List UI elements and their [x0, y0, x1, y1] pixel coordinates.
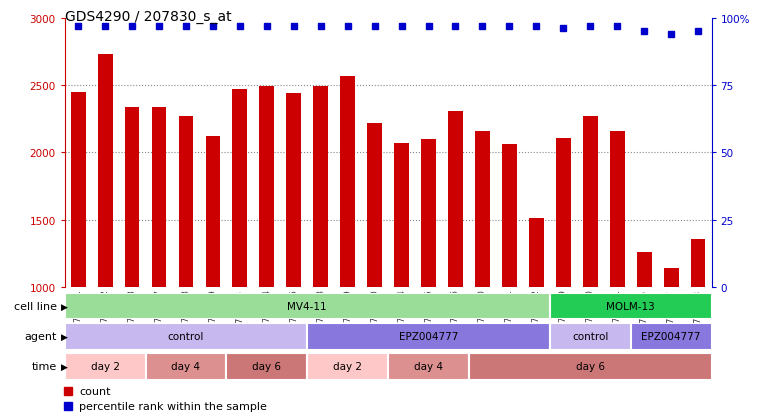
Text: MV4-11: MV4-11	[288, 301, 327, 311]
Bar	[502, 145, 517, 287]
Bar	[151, 107, 167, 287]
Text: control: control	[572, 331, 609, 342]
Bar	[637, 252, 651, 287]
Text: day 6: day 6	[576, 361, 605, 372]
Text: MOLM-13: MOLM-13	[607, 301, 655, 311]
Bar	[286, 94, 301, 287]
Bar	[97, 55, 113, 287]
Text: ▶: ▶	[61, 362, 68, 371]
Bar	[314, 87, 328, 287]
Text: day 6: day 6	[253, 361, 282, 372]
Text: day 2: day 2	[91, 361, 119, 372]
Bar	[610, 131, 625, 287]
Bar	[388, 353, 469, 380]
Text: ▶: ▶	[61, 302, 68, 311]
Bar	[583, 117, 597, 287]
Bar	[65, 353, 145, 380]
Bar	[368, 123, 382, 287]
Bar	[394, 144, 409, 287]
Bar	[529, 219, 544, 287]
Text: percentile rank within the sample: percentile rank within the sample	[79, 401, 267, 411]
Bar	[232, 90, 247, 287]
Text: cell line: cell line	[14, 301, 57, 311]
Text: count: count	[79, 386, 110, 396]
Bar	[71, 93, 85, 287]
Bar	[260, 87, 274, 287]
Text: day 2: day 2	[333, 361, 362, 372]
Bar	[65, 323, 307, 350]
Bar	[340, 76, 355, 287]
Text: day 4: day 4	[171, 361, 200, 372]
Bar	[421, 140, 436, 287]
Bar	[448, 112, 463, 287]
Bar	[145, 353, 227, 380]
Bar	[550, 323, 631, 350]
Bar	[556, 138, 571, 287]
Text: ▶: ▶	[61, 332, 68, 341]
Text: control: control	[167, 331, 204, 342]
Bar	[664, 268, 679, 287]
Text: day 4: day 4	[414, 361, 443, 372]
Bar	[125, 107, 139, 287]
Bar	[179, 117, 193, 287]
Text: agent: agent	[24, 331, 57, 342]
Bar	[475, 131, 490, 287]
Bar	[550, 293, 712, 320]
Bar	[205, 137, 221, 287]
Text: EPZ004777: EPZ004777	[399, 331, 458, 342]
Bar	[65, 293, 550, 320]
Bar	[227, 353, 307, 380]
Bar	[307, 353, 388, 380]
Bar	[691, 239, 705, 287]
Bar	[469, 353, 712, 380]
Bar	[631, 323, 712, 350]
Text: EPZ004777: EPZ004777	[642, 331, 701, 342]
Text: GDS4290 / 207830_s_at: GDS4290 / 207830_s_at	[65, 10, 231, 24]
Bar	[307, 323, 550, 350]
Text: time: time	[32, 361, 57, 372]
